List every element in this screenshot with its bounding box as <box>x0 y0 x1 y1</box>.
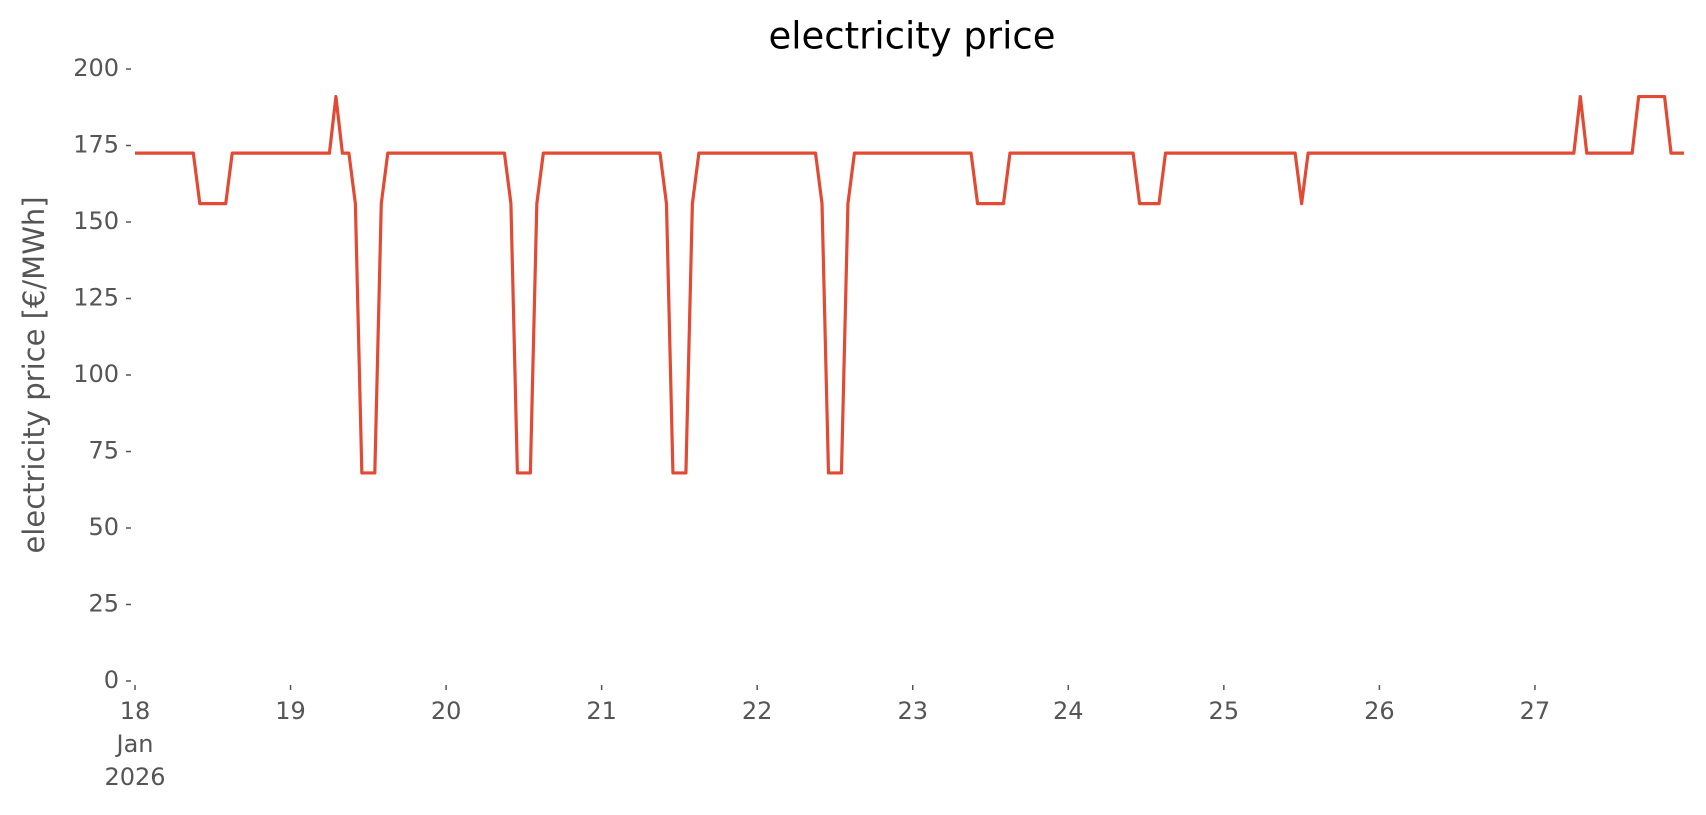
x-tick-label: 18 Jan 2026 <box>104 697 166 791</box>
y-tick-label: 0 <box>104 666 119 694</box>
y-tick-label: 75 <box>88 437 119 465</box>
y-tick-label: 200 <box>73 54 119 82</box>
y-tick-label: 50 <box>88 513 119 541</box>
x-tick-label: 25 <box>1208 697 1240 725</box>
y-tick-label: 100 <box>73 360 119 388</box>
x-tick-label: 19 <box>275 697 306 725</box>
x-tick-label: 20 <box>430 697 462 725</box>
y-tick-label: 25 <box>88 590 119 618</box>
chart-title: electricity price <box>768 15 1055 58</box>
x-tick-label: 22 <box>741 697 773 725</box>
x-tick-label: 21 <box>586 697 617 725</box>
y-axis-label: electricity price [€/MWh] <box>17 196 51 553</box>
y-tick-label: 175 <box>73 131 119 159</box>
y-tick-label: 125 <box>73 284 119 312</box>
x-tick-label: 27 <box>1519 697 1551 725</box>
x-tick-label: 23 <box>897 697 928 725</box>
price-line <box>135 94 1684 475</box>
x-tick-label: 26 <box>1364 697 1395 725</box>
x-tick-label: 24 <box>1053 697 1084 725</box>
y-tick-label: 150 <box>73 207 119 235</box>
